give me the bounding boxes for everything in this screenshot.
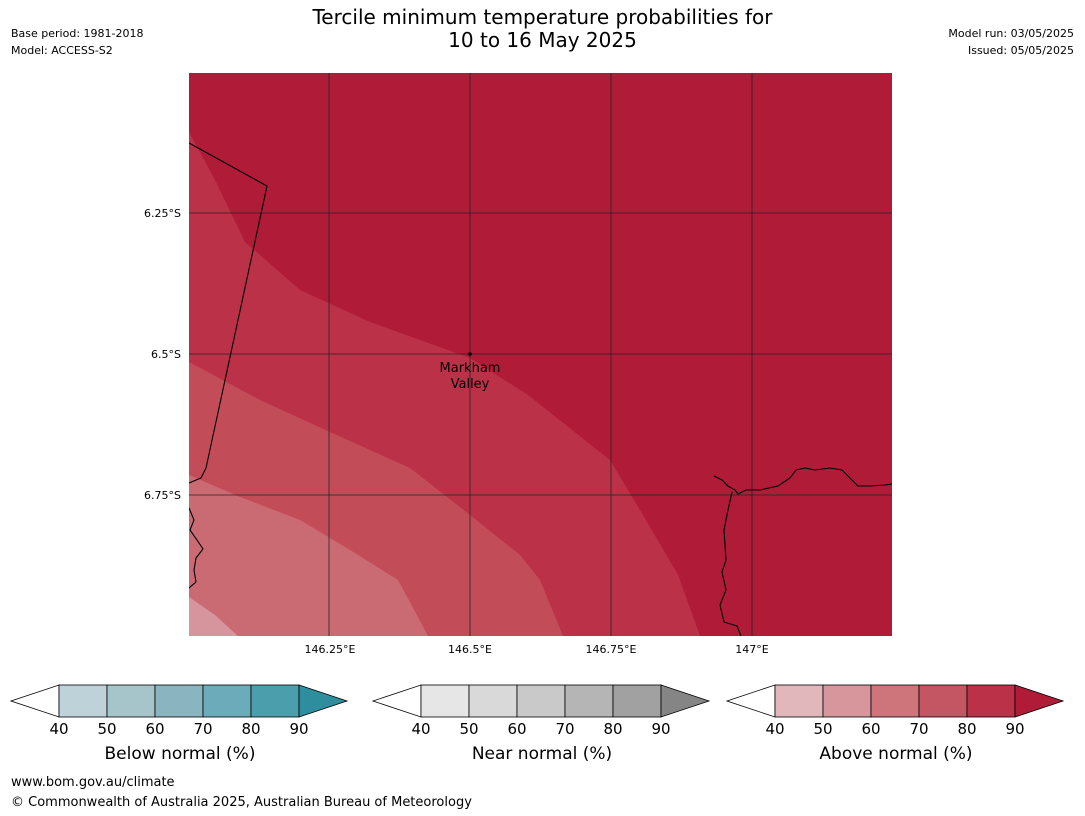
legend-title-above-normal: Above normal (%) bbox=[819, 744, 973, 764]
legend-near-normal: 40 50 60 70 80 90 Near normal (%) bbox=[372, 684, 712, 774]
lat-label-6-75: 6.75°S bbox=[144, 489, 181, 502]
colorbar-under-triangle bbox=[10, 684, 60, 718]
colorbar-tick-label: 90 bbox=[1005, 720, 1024, 738]
meta-left: Base period: 1981-2018 Model: ACCESS-S2 bbox=[11, 25, 143, 59]
model-name: Model: ACCESS-S2 bbox=[11, 44, 113, 57]
place-label-line-2: Valley bbox=[451, 377, 490, 392]
boundary-lines bbox=[189, 142, 892, 636]
colorbar-segment bbox=[516, 684, 566, 718]
issued-date: Issued: 05/05/2025 bbox=[967, 44, 1074, 57]
colorbar-segment bbox=[564, 684, 614, 718]
colorbar-segment bbox=[822, 684, 872, 718]
colorbar-segment bbox=[468, 684, 518, 718]
colorbar-tick-label: 40 bbox=[765, 720, 784, 738]
lon-label-146-75: 146.75°E bbox=[586, 643, 637, 656]
lon-label-146-25: 146.25°E bbox=[305, 643, 356, 656]
footer-copyright: © Commonwealth of Australia 2025, Austra… bbox=[11, 795, 472, 810]
colorbar-tick-label: 70 bbox=[555, 720, 574, 738]
colorbar-under-triangle bbox=[372, 684, 422, 718]
colorbar-over-triangle bbox=[298, 684, 349, 718]
colorbar-tick-label: 50 bbox=[813, 720, 832, 738]
title-line-1: Tercile minimum temperature probabilitie… bbox=[312, 5, 773, 29]
colorbar-tick-label: 50 bbox=[459, 720, 478, 738]
legend-title-near-normal: Near normal (%) bbox=[471, 744, 613, 764]
river-east bbox=[719, 491, 742, 636]
lat-label-6-25: 6.25°S bbox=[144, 207, 181, 220]
colorbar-segment bbox=[106, 684, 156, 718]
probability-band-60 bbox=[189, 475, 428, 636]
colorbar-over-triangle bbox=[1014, 684, 1065, 718]
colorbar-segment bbox=[612, 684, 662, 718]
colorbar-segment bbox=[774, 684, 824, 718]
colorbar-segment bbox=[870, 684, 920, 718]
latitude-labels: 6.25°S 6.5°S 6.75°S bbox=[144, 207, 181, 502]
title-line-2: 10 to 16 May 2025 bbox=[448, 28, 637, 52]
colorbar-tick-label: 70 bbox=[193, 720, 212, 738]
colorbar-tick-label: 90 bbox=[651, 720, 670, 738]
graticule bbox=[189, 73, 892, 636]
colorbar-tick-label: 70 bbox=[909, 720, 928, 738]
colorbar-segment bbox=[966, 684, 1016, 718]
colorbar-tick-label: 80 bbox=[603, 720, 622, 738]
colorbar-over-triangle bbox=[660, 684, 711, 718]
colorbar-tick-label: 80 bbox=[957, 720, 976, 738]
colorbar-segment bbox=[202, 684, 252, 718]
colorbar-tick-label: 50 bbox=[97, 720, 116, 738]
probability-band-50 bbox=[189, 597, 238, 636]
colorbar-tick-label: 60 bbox=[507, 720, 526, 738]
colorbar-segment bbox=[154, 684, 204, 718]
colorbar-above-normal: 40 50 60 70 80 90 bbox=[726, 684, 1065, 738]
markham-valley-marker bbox=[468, 352, 472, 356]
colorbar-segment bbox=[250, 684, 300, 718]
colorbar-tick-label: 90 bbox=[289, 720, 308, 738]
colorbar-tick-label: 60 bbox=[145, 720, 164, 738]
coastline-east bbox=[713, 467, 892, 495]
colorbar-segment bbox=[58, 684, 108, 718]
meta-right: Model run: 03/05/2025 Issued: 05/05/2025 bbox=[948, 25, 1074, 59]
colorbar-under-triangle bbox=[726, 684, 776, 718]
lat-label-6-5: 6.5°S bbox=[151, 348, 181, 361]
lon-label-147: 147°E bbox=[735, 643, 768, 656]
map-title: Tercile minimum temperature probabilitie… bbox=[0, 6, 1085, 52]
place-label-line-1: Markham bbox=[440, 361, 501, 376]
lon-label-146-5: 146.5°E bbox=[448, 643, 492, 656]
legend-below-normal: 40 50 60 70 80 90 Below normal (%) bbox=[10, 684, 350, 774]
legend-title-below-normal: Below normal (%) bbox=[104, 744, 256, 764]
colorbar-segment bbox=[918, 684, 968, 718]
base-period: Base period: 1981-2018 bbox=[11, 27, 144, 40]
colorbar-tick-label: 80 bbox=[241, 720, 260, 738]
model-run: Model run: 03/05/2025 bbox=[948, 27, 1074, 40]
colorbar-segment bbox=[420, 684, 470, 718]
colorbar-below-normal: 40 50 60 70 80 90 bbox=[10, 684, 349, 738]
province-boundary bbox=[189, 142, 268, 484]
colorbar-tick-label: 60 bbox=[861, 720, 880, 738]
coastline-west bbox=[189, 507, 204, 589]
colorbar-near-normal: 40 50 60 70 80 90 bbox=[372, 684, 711, 738]
footer-url[interactable]: www.bom.gov.au/climate bbox=[11, 775, 175, 790]
colorbar-tick-label: 40 bbox=[411, 720, 430, 738]
legend-above-normal: 40 50 60 70 80 90 Above normal (%) bbox=[726, 684, 1066, 774]
colorbar-tick-label: 40 bbox=[49, 720, 68, 738]
longitude-labels: 146.25°E 146.5°E 146.75°E 147°E bbox=[305, 643, 769, 656]
